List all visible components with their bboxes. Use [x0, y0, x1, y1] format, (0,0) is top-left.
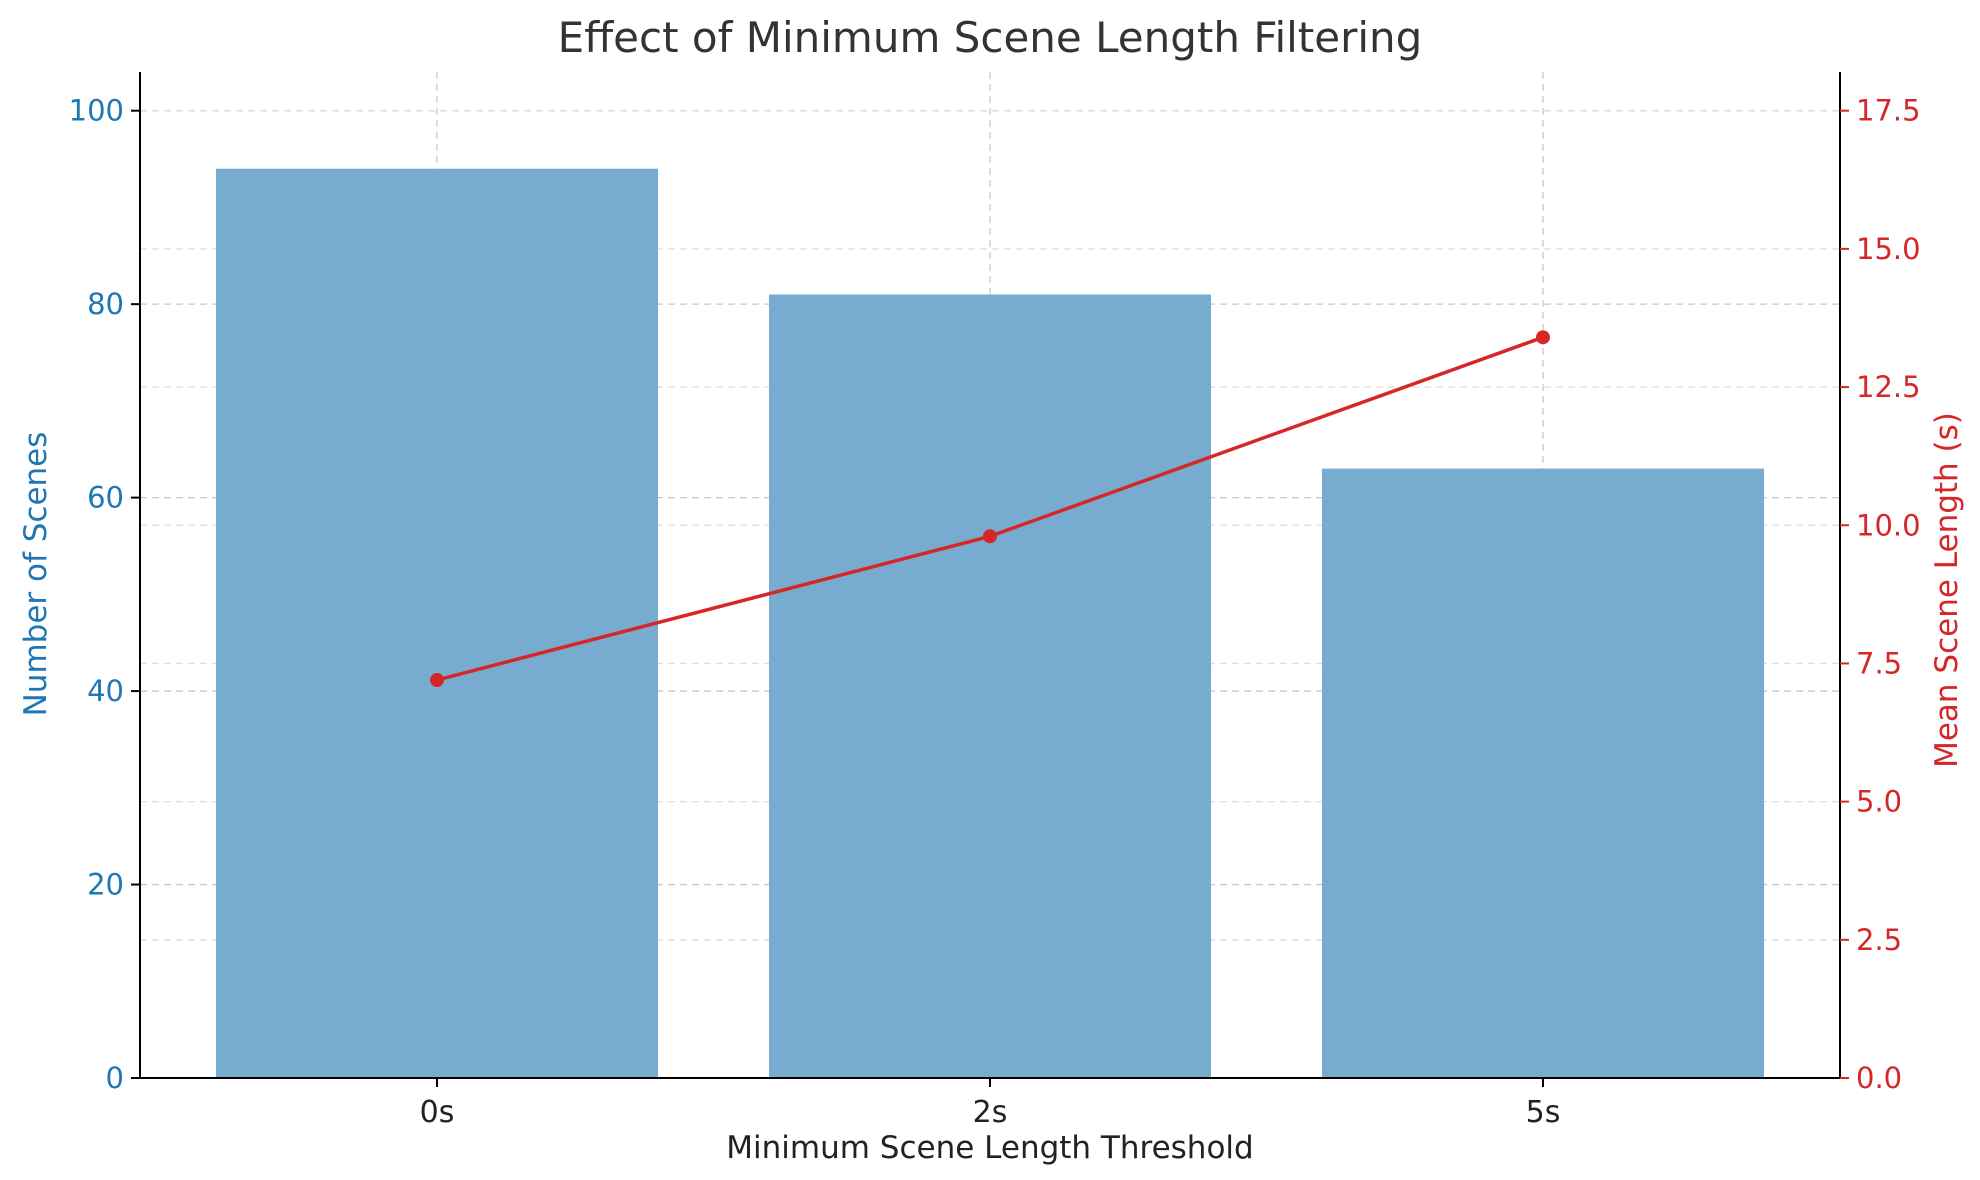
y-tick-label: 40 — [87, 674, 124, 708]
x-tick-label: 5s — [1526, 1095, 1561, 1130]
y2-tick-label: 10.0 — [1856, 508, 1921, 542]
x-axis-label: Minimum Scene Length Threshold — [726, 1130, 1253, 1166]
bar — [769, 294, 1211, 1078]
x-tick-label: 0s — [420, 1095, 455, 1130]
line-point — [983, 529, 997, 544]
y-tick-label: 20 — [87, 868, 124, 902]
y2-tick-label: 15.0 — [1856, 232, 1921, 266]
y2-axis-label: Mean Scene Length (s) — [1929, 412, 1965, 768]
y2-tick-label: 5.0 — [1856, 785, 1902, 819]
chart-title: Effect of Minimum Scene Length Filtering — [558, 13, 1423, 62]
y-axis-label: Number of Scenes — [18, 432, 54, 717]
y2-tick-label: 2.5 — [1856, 923, 1902, 957]
y2-tick-label: 17.5 — [1856, 94, 1921, 128]
bar — [1322, 468, 1764, 1078]
line-point — [1536, 330, 1550, 345]
y2-tick-label: 0.0 — [1856, 1061, 1902, 1095]
y-tick-label: 100 — [69, 94, 124, 128]
bar — [216, 168, 658, 1078]
axes: 0 20 40 60 80 100 0.0 2.5 5.0 7.5 10.0 12.5 15.0 17.5… — [69, 72, 1921, 1130]
y-tick-label: 0 — [106, 1061, 124, 1095]
y-tick-label: 60 — [87, 481, 124, 515]
line-point — [430, 673, 444, 688]
y2-tick-label: 12.5 — [1856, 370, 1921, 404]
y2-tick-label: 7.5 — [1856, 646, 1902, 680]
x-tick-label: 2s — [973, 1095, 1008, 1130]
line-series — [430, 330, 1550, 688]
bar-series — [216, 168, 1764, 1078]
y-tick-label: 80 — [87, 287, 124, 321]
